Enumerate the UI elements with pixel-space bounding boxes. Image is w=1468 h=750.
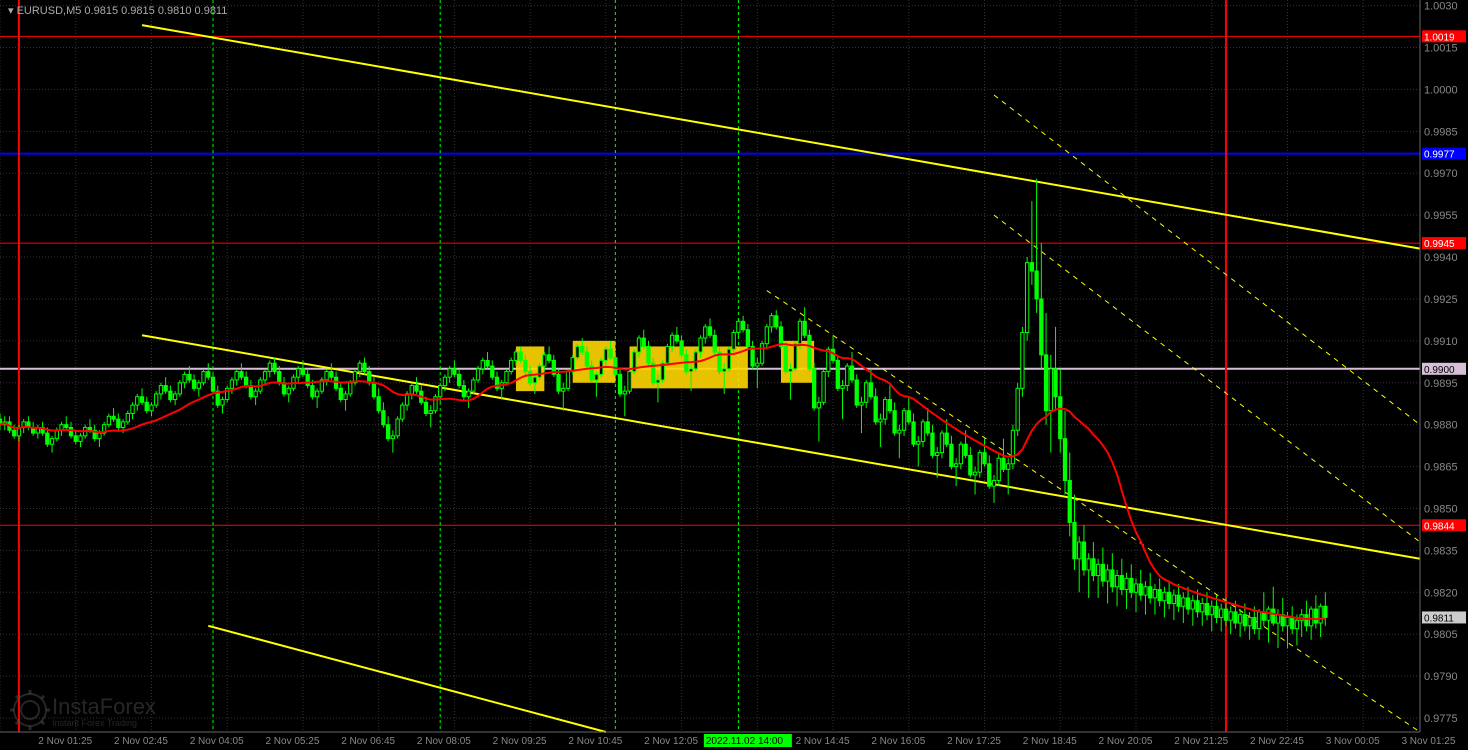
- x-tick-label: 2 Nov 04:05: [190, 736, 244, 747]
- y-tick-label: 0.9925: [1424, 294, 1458, 306]
- hlines: 1.00190.99770.99450.99000.9844: [0, 30, 1466, 532]
- y-tick-label: 0.9865: [1424, 462, 1458, 474]
- x-tick-label: 3 Nov 00:05: [1326, 736, 1380, 747]
- y-tick-label: 0.9910: [1424, 336, 1458, 348]
- y-tick-label: 0.9820: [1424, 587, 1458, 599]
- y-tick-label: 0.9850: [1424, 503, 1458, 515]
- svg-text:InstaForex: InstaForex: [52, 694, 156, 719]
- y-tick-label: 0.9955: [1424, 210, 1458, 222]
- y-tick-label: 0.9895: [1424, 378, 1458, 390]
- y-tick-label: 0.9835: [1424, 545, 1458, 557]
- price-label: 0.9811: [1424, 613, 1454, 624]
- svg-text:0.9977: 0.9977: [1424, 150, 1455, 161]
- chart-container: 1.00190.99770.99450.99000.98441.00301.00…: [0, 0, 1468, 750]
- chart-title: ▾ EURUSD,M5 0.9815 0.9815 0.9810 0.9811: [8, 5, 227, 17]
- x-tick-label: 2 Nov 21:25: [1174, 736, 1228, 747]
- svg-text:0.9945: 0.9945: [1424, 239, 1455, 250]
- y-tick-label: 0.9790: [1424, 671, 1458, 683]
- watermark: InstaForexInstant Forex Trading: [10, 690, 156, 730]
- x-tick-label: 2 Nov 08:05: [417, 736, 471, 747]
- svg-text:Instant Forex Trading: Instant Forex Trading: [52, 718, 137, 728]
- x-tick-label: 2 Nov 22:45: [1250, 736, 1304, 747]
- y-tick-label: 0.9940: [1424, 252, 1458, 264]
- y-tick-label: 1.0030: [1424, 1, 1458, 13]
- x-tick-label: 2 Nov 09:25: [493, 736, 547, 747]
- y-tick-label: 0.9805: [1424, 629, 1458, 641]
- svg-text:0.9900: 0.9900: [1424, 365, 1455, 376]
- x-tick-label: 2 Nov 01:25: [38, 736, 92, 747]
- y-tick-label: 1.0015: [1424, 42, 1458, 54]
- x-tick-label: 2 Nov 14:45: [796, 736, 850, 747]
- svg-text:0.9844: 0.9844: [1424, 521, 1455, 532]
- x-tick-label: 2 Nov 18:45: [1023, 736, 1077, 747]
- y-tick-label: 1.0000: [1424, 84, 1458, 96]
- x-tick-label: 2022.11.02 14:00: [706, 736, 784, 747]
- candles: [0, 179, 1327, 648]
- x-tick-label: 2 Nov 02:45: [114, 736, 168, 747]
- y-tick-label: 0.9985: [1424, 126, 1458, 138]
- y-tick-label: 0.9880: [1424, 420, 1458, 432]
- x-tick-label: 2 Nov 12:05: [644, 736, 698, 747]
- x-tick-label: 2 Nov 10:45: [568, 736, 622, 747]
- x-tick-label: 2 Nov 20:05: [1099, 736, 1153, 747]
- chart-svg[interactable]: 1.00190.99770.99450.99000.98441.00301.00…: [0, 0, 1468, 750]
- y-tick-label: 0.9970: [1424, 168, 1458, 180]
- x-tick-label: 2 Nov 05:25: [265, 736, 319, 747]
- x-tick-label: 2 Nov 17:25: [947, 736, 1001, 747]
- y-tick-label: 0.9775: [1424, 713, 1458, 725]
- x-tick-label: 2 Nov 16:05: [871, 736, 925, 747]
- x-tick-label: 2 Nov 06:45: [341, 736, 395, 747]
- x-tick-label: 3 Nov 01:25: [1401, 736, 1455, 747]
